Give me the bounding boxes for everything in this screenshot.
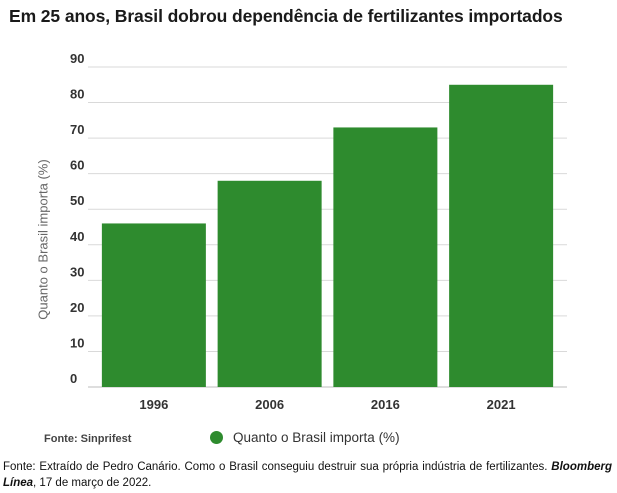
- caption-publication: Bloomberg Línea: [3, 461, 612, 489]
- caption-date: , 17 de março de 2022.: [33, 477, 152, 489]
- x-tick-label: 2021: [487, 397, 516, 412]
- y-tick-label: 90: [70, 51, 84, 66]
- y-tick-label: 50: [70, 193, 84, 208]
- bar-1996: [101, 223, 206, 387]
- x-tick-label: 1996: [139, 397, 168, 412]
- bar-2021: [449, 84, 554, 388]
- bar-2006: [217, 180, 322, 387]
- y-tick-label: 20: [70, 300, 84, 315]
- legend-label: Quanto o Brasil importa (%): [233, 430, 400, 445]
- legend-swatch: [210, 431, 223, 444]
- y-tick-label: 80: [70, 87, 84, 102]
- bar-2016: [333, 127, 438, 387]
- y-tick-label: 0: [70, 371, 77, 386]
- chart-title: Em 25 anos, Brasil dobrou dependência de…: [9, 6, 563, 26]
- x-tick-labels: 1996 2006 2016 2021: [139, 397, 515, 412]
- bars: [101, 84, 554, 388]
- y-tick-label: 60: [70, 158, 84, 173]
- x-tick-label: 2016: [371, 397, 400, 412]
- y-tick-label: 40: [70, 229, 84, 244]
- x-tick-label: 2006: [255, 397, 284, 412]
- legend: Quanto o Brasil importa (%): [210, 430, 400, 445]
- y-tick-labels: 0 10 20 30 40 50 60 70 80 90: [70, 51, 84, 386]
- y-tick-label: 10: [70, 335, 84, 350]
- y-tick-label: 30: [70, 264, 84, 279]
- chart-source-note: Fonte: Sinprifest: [44, 433, 132, 445]
- y-tick-label: 70: [70, 122, 84, 137]
- caption-text: Fonte: Extraído de Pedro Canário. Como o…: [3, 461, 548, 473]
- figure-caption: Fonte: Extraído de Pedro Canário. Como o…: [3, 459, 612, 491]
